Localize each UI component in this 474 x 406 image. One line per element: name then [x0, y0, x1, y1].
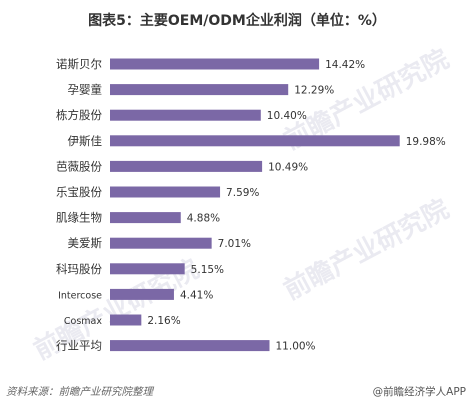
category-label: 栋方股份: [56, 108, 102, 122]
value-label: 11.00%: [276, 341, 316, 353]
source-note: 资料来源：前瞻产业研究院整理: [6, 386, 154, 398]
value-label: 4.41%: [180, 289, 213, 301]
value-label: 7.59%: [226, 187, 259, 199]
category-label: 乐宝股份: [56, 185, 102, 199]
bar: [110, 237, 212, 249]
bar: [110, 212, 181, 224]
value-label: 4.88%: [187, 213, 220, 225]
bar: [110, 109, 261, 121]
value-label: 10.40%: [267, 110, 307, 122]
value-label: 12.29%: [294, 85, 334, 97]
value-label: 10.49%: [268, 161, 308, 173]
category-label: Cosmax: [64, 316, 102, 327]
category-label: 伊斯佳: [68, 134, 103, 148]
watermark: 前瞻产业研究院: [279, 193, 454, 306]
value-label: 2.16%: [147, 315, 180, 327]
category-label: 美爱斯: [68, 236, 103, 250]
chart-title: 图表5：主要OEM/ODM企业利润（单位：%）: [88, 12, 386, 29]
bars-group: 诺斯贝尔 14.42% 孕婴童 12.29% 栋方股份 10.40% 伊斯佳 19.98% 芭薇…: [56, 57, 446, 353]
category-label: 诺斯贝尔: [56, 57, 102, 71]
brand-note: @前瞻经济学人APP: [373, 385, 466, 398]
bar: [110, 135, 400, 147]
bar: [110, 340, 270, 352]
value-label: 14.42%: [325, 59, 365, 71]
value-label: 7.01%: [218, 238, 251, 250]
value-label: 5.15%: [191, 264, 224, 276]
category-label: 芭薇股份: [56, 159, 102, 173]
category-label: 行业平均: [56, 339, 102, 353]
bar: [110, 84, 289, 96]
bar: [110, 58, 320, 70]
category-label: Intercose: [58, 290, 102, 301]
bar: [110, 263, 185, 275]
value-label: 19.98%: [406, 136, 446, 148]
bar: [110, 186, 221, 198]
category-label: 科玛股份: [56, 262, 102, 276]
bar: [110, 160, 263, 172]
bar: [110, 314, 142, 326]
bar: [110, 288, 174, 300]
category-label: 肌缘生物: [56, 211, 102, 225]
category-label: 孕婴童: [68, 83, 103, 97]
